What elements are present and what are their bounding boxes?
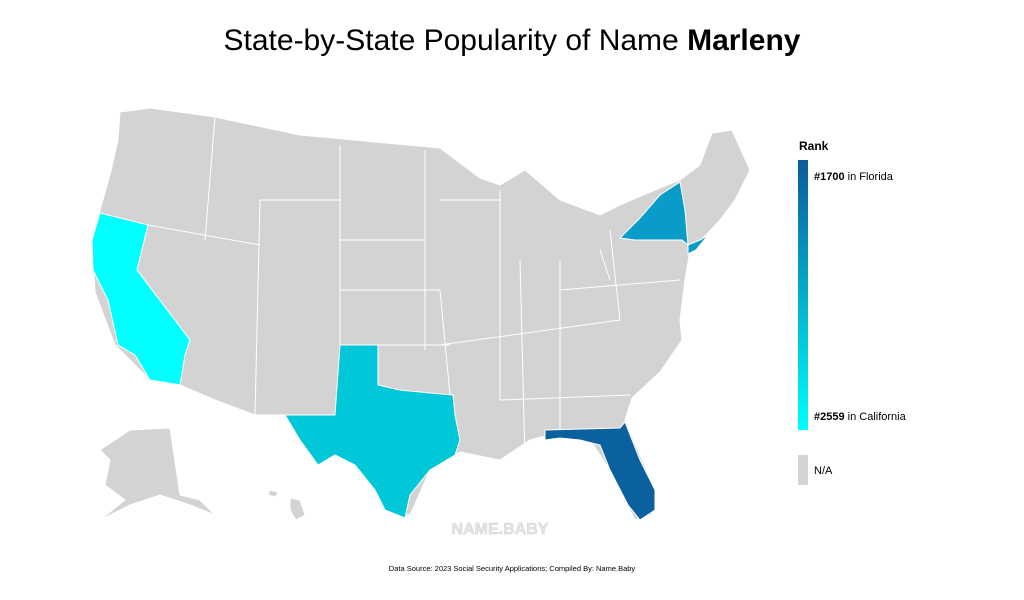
new-york: [618, 181, 689, 247]
watermark: NAME.BABY: [452, 521, 549, 538]
legend-gradient: [798, 160, 808, 430]
alaska: [99, 427, 216, 521]
highlighted-states: [91, 181, 709, 521]
legend-na: N/A: [814, 465, 833, 477]
legend-top: #1700 in Florida: [814, 171, 894, 183]
legend-na-swatch: [798, 455, 808, 485]
florida: [544, 421, 656, 521]
state-borders: [147, 116, 681, 461]
title: State-by-State Popularity of Name Marlen…: [224, 24, 801, 57]
legend-bottom: #2559 in California: [814, 411, 907, 423]
legend-bottom-rank: #2559: [814, 411, 845, 423]
us-base: [91, 107, 751, 521]
source: Data Source: 2023 Social Security Applic…: [389, 564, 636, 573]
title-text: State-by-State Popularity of Name: [224, 24, 688, 57]
title-name: Marleny: [687, 24, 801, 57]
hawaii: [267, 489, 306, 521]
california: [91, 212, 191, 386]
legend-title: Rank: [799, 139, 829, 153]
texas: [284, 344, 461, 519]
legend-top-place: in Florida: [848, 171, 894, 183]
new-jersey: [687, 234, 709, 255]
legend-top-rank: #1700: [814, 171, 845, 183]
legend-bottom-place: in California: [848, 411, 907, 423]
